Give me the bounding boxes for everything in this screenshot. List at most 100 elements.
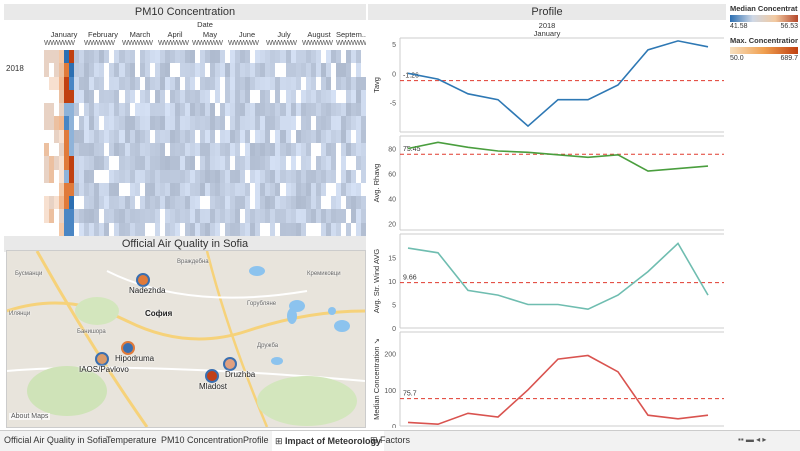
heatmap-cell[interactable] [280,169,286,184]
heatmap-cell[interactable] [310,156,316,170]
heatmap-cell[interactable] [205,182,211,197]
heatmap-cell[interactable] [124,209,130,223]
tab-official-air-quality[interactable]: Official Air Quality in Sofia [4,435,108,445]
heatmap-cell[interactable] [64,222,70,237]
heatmap-cell[interactable] [255,143,261,157]
heatmap-cell[interactable] [310,103,316,117]
heatmap-cell[interactable] [164,169,171,184]
heatmap-cell[interactable] [69,63,75,77]
heatmap-cell[interactable] [285,89,291,104]
heatmap-cell[interactable] [119,129,125,144]
heatmap-cell[interactable] [230,103,236,117]
heatmap-cell[interactable] [300,143,306,157]
heatmap-cell[interactable] [74,222,80,237]
heatmap-cell[interactable] [194,129,201,144]
heatmap-cell[interactable] [84,89,90,104]
heatmap-cell[interactable] [360,116,367,130]
heatmap-cell[interactable] [59,89,65,104]
heatmap-cell[interactable] [275,103,281,117]
heatmap-cell[interactable] [64,89,70,104]
heatmap-cell[interactable] [215,143,221,157]
heatmap-cell[interactable] [99,222,105,237]
heatmap-cell[interactable] [205,116,211,130]
heatmap-cell[interactable] [295,129,301,144]
heatmap-cell[interactable] [295,89,301,104]
heatmap-cell[interactable] [64,63,70,77]
heatmap-cell[interactable] [315,116,322,130]
heatmap-cell[interactable] [149,156,155,170]
heatmap-cell[interactable] [174,129,181,144]
heatmap-cell[interactable] [225,209,231,223]
heatmap-cell[interactable] [305,143,311,157]
heatmap-cell[interactable] [174,50,181,64]
heatmap-cell[interactable] [265,116,271,130]
heatmap-cell[interactable] [99,103,105,117]
heatmap-cell[interactable] [144,50,150,64]
heatmap-cell[interactable] [345,182,352,197]
heatmap-cell[interactable] [225,129,231,144]
heatmap-cell[interactable] [215,50,221,64]
heatmap-cell[interactable] [54,103,60,117]
heatmap-cell[interactable] [325,156,332,170]
heatmap-cell[interactable] [285,50,291,64]
series-line[interactable] [407,141,709,172]
heatmap-cell[interactable] [144,196,150,210]
heatmap-cell[interactable] [49,169,55,184]
heatmap-cell[interactable] [94,169,100,184]
heatmap-cell[interactable] [290,156,296,170]
heatmap-cell[interactable] [360,222,367,237]
heatmap-cell[interactable] [250,76,256,91]
heatmap-cell[interactable] [124,143,130,157]
heatmap-cell[interactable] [149,116,155,130]
heatmap-cell[interactable] [84,63,90,77]
heatmap-cell[interactable] [164,116,171,130]
heatmap-cell[interactable] [59,156,65,170]
heatmap-cell[interactable] [230,76,236,91]
heatmap-cell[interactable] [144,156,150,170]
heatmap-cell[interactable] [144,89,150,104]
heatmap-cell[interactable] [194,76,201,91]
heatmap-cell[interactable] [215,89,221,104]
heatmap-cell[interactable] [360,50,367,64]
heatmap-cell[interactable] [315,169,322,184]
heatmap-cell[interactable] [290,129,296,144]
heatmap-cell[interactable] [285,196,291,210]
heatmap-cell[interactable] [355,182,362,197]
heatmap-cell[interactable] [325,143,332,157]
heatmap-cell[interactable] [310,50,316,64]
heatmap-cell[interactable] [215,76,221,91]
heatmap-cell[interactable] [189,89,196,104]
heatmap-cell[interactable] [94,156,100,170]
heatmap-cell[interactable] [205,196,211,210]
heatmap-cell[interactable] [210,209,216,223]
heatmap-cell[interactable] [139,209,145,223]
heatmap-cell[interactable] [235,209,241,223]
heatmap-cell[interactable] [205,76,211,91]
heatmap-cell[interactable] [355,76,362,91]
heatmap-cell[interactable] [270,222,276,237]
heatmap-cell[interactable] [184,196,191,210]
heatmap-cell[interactable] [215,63,221,77]
heatmap-cell[interactable] [44,222,50,237]
heatmap-cell[interactable] [164,129,171,144]
heatmap-cell[interactable] [94,196,100,210]
heatmap-cell[interactable] [149,76,155,91]
heatmap-cell[interactable] [109,103,115,117]
heatmap-cell[interactable] [345,63,352,77]
heatmap-cell[interactable] [79,156,85,170]
heatmap-cell[interactable] [360,129,367,144]
heatmap-cell[interactable] [305,50,311,64]
tab-pm10-concentration[interactable]: PM10 Concentration [161,435,244,445]
grid-view-icon[interactable]: ▪▪ [738,435,746,444]
heatmap-cell[interactable] [79,76,85,91]
heatmap-cell[interactable] [84,209,90,223]
heatmap-cell[interactable] [205,143,211,157]
heatmap-cell[interactable] [154,196,161,210]
heatmap-cell[interactable] [235,143,241,157]
heatmap-cell[interactable] [280,182,286,197]
heatmap-cell[interactable] [310,89,316,104]
heatmap-cell[interactable] [179,76,186,91]
heatmap-cell[interactable] [59,129,65,144]
heatmap-cell[interactable] [139,143,145,157]
heatmap-cell[interactable] [149,196,155,210]
